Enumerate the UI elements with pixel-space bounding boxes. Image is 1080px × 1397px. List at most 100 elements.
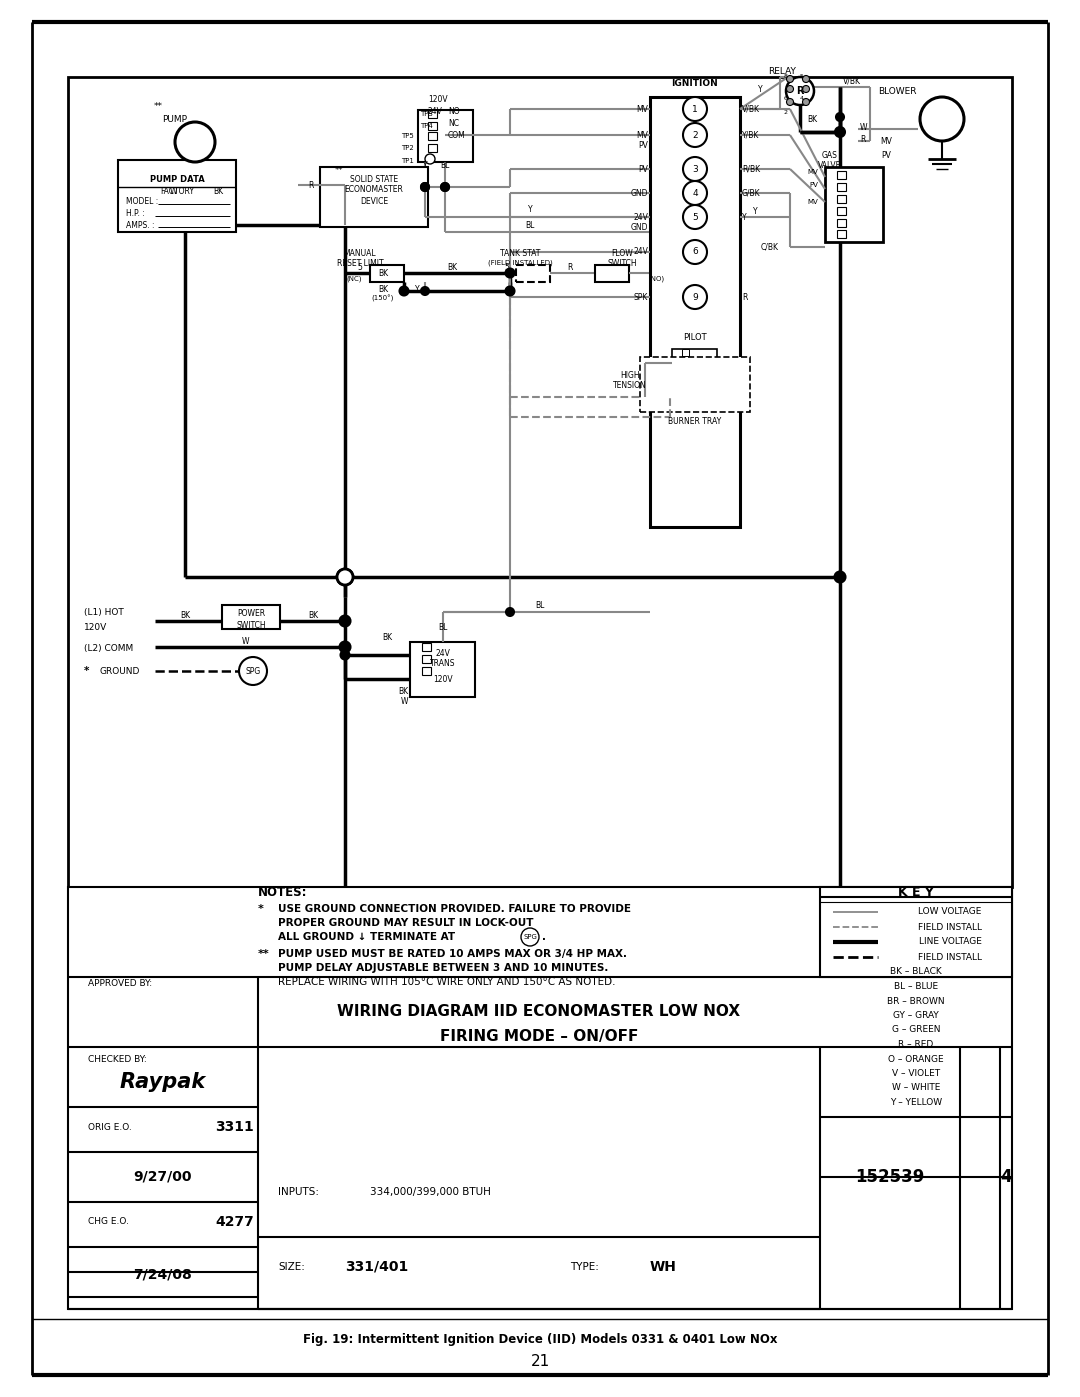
Circle shape bbox=[507, 286, 514, 295]
Text: BK: BK bbox=[378, 285, 388, 293]
Text: ALL GROUND ↓ TERMINATE AT: ALL GROUND ↓ TERMINATE AT bbox=[278, 932, 455, 942]
Circle shape bbox=[683, 96, 707, 122]
Text: (NO): (NO) bbox=[648, 275, 664, 282]
Bar bbox=[837, 219, 846, 226]
Bar bbox=[370, 265, 404, 282]
Text: G – GREEN: G – GREEN bbox=[892, 1025, 941, 1035]
Text: Y: Y bbox=[415, 285, 420, 293]
Text: BL: BL bbox=[525, 221, 535, 229]
Text: TRANS: TRANS bbox=[430, 659, 456, 669]
Bar bbox=[428, 110, 437, 117]
Text: **: ** bbox=[258, 949, 270, 958]
Text: 4: 4 bbox=[692, 189, 698, 197]
Text: LOW VOLTAGE: LOW VOLTAGE bbox=[918, 908, 982, 916]
Text: W – WHITE: W – WHITE bbox=[892, 1084, 941, 1092]
Text: (L1) HOT: (L1) HOT bbox=[84, 609, 124, 617]
Text: AMPS. :: AMPS. : bbox=[126, 221, 154, 229]
Text: RELAY: RELAY bbox=[768, 67, 796, 77]
Text: Y: Y bbox=[742, 212, 746, 222]
Text: (L2) COMM: (L2) COMM bbox=[84, 644, 133, 654]
Text: DEVICE: DEVICE bbox=[360, 197, 388, 205]
Circle shape bbox=[340, 651, 350, 659]
Text: R: R bbox=[861, 134, 866, 144]
Bar bbox=[595, 265, 629, 282]
Text: MODEL :: MODEL : bbox=[126, 197, 159, 207]
Bar bbox=[428, 122, 437, 130]
Text: 4: 4 bbox=[1000, 1168, 1012, 1186]
Text: Y: Y bbox=[422, 161, 428, 169]
Text: PUMP: PUMP bbox=[162, 115, 187, 123]
Text: 8: 8 bbox=[784, 74, 788, 80]
Text: Raypak: Raypak bbox=[120, 1071, 206, 1092]
Text: 24V: 24V bbox=[428, 106, 443, 116]
Text: **: ** bbox=[335, 166, 343, 176]
Circle shape bbox=[421, 286, 429, 295]
Text: POWER: POWER bbox=[237, 609, 265, 619]
Text: FIELD INSTALL: FIELD INSTALL bbox=[918, 953, 982, 961]
Bar bbox=[825, 168, 883, 242]
Circle shape bbox=[683, 123, 707, 147]
Text: INPUTS:: INPUTS: bbox=[278, 1187, 319, 1197]
Text: SIZE:: SIZE: bbox=[278, 1261, 305, 1273]
Text: BK – BLACK: BK – BLACK bbox=[890, 968, 942, 977]
Text: REPLACE WIRING WITH 105°C WIRE ONLY AND 150°C AS NOTED.: REPLACE WIRING WITH 105°C WIRE ONLY AND … bbox=[278, 977, 616, 988]
Text: IGNITION: IGNITION bbox=[672, 80, 718, 88]
Text: BL: BL bbox=[438, 623, 448, 631]
Text: ECONOMASTER: ECONOMASTER bbox=[345, 186, 404, 194]
Text: V/BK: V/BK bbox=[742, 105, 760, 113]
Text: CHECKED BY:: CHECKED BY: bbox=[87, 1056, 147, 1065]
Text: PV: PV bbox=[638, 141, 648, 149]
Text: 5: 5 bbox=[357, 264, 362, 272]
Text: PV: PV bbox=[809, 182, 818, 189]
Text: USE GROUND CONNECTION PROVIDED. FAILURE TO PROVIDE: USE GROUND CONNECTION PROVIDED. FAILURE … bbox=[278, 904, 631, 914]
Text: 2: 2 bbox=[692, 130, 698, 140]
Bar bbox=[820, 887, 1012, 977]
Text: VALVE: VALVE bbox=[819, 161, 841, 169]
Text: BK: BK bbox=[447, 263, 457, 271]
Text: NO: NO bbox=[448, 108, 460, 116]
Bar bbox=[516, 265, 550, 282]
Circle shape bbox=[683, 240, 707, 264]
Circle shape bbox=[521, 928, 539, 946]
Text: R – RED: R – RED bbox=[899, 1039, 933, 1049]
Text: RESET LIMIT: RESET LIMIT bbox=[337, 258, 383, 267]
Text: R/BK: R/BK bbox=[742, 165, 760, 173]
Text: FIELD INSTALL: FIELD INSTALL bbox=[918, 922, 982, 932]
Circle shape bbox=[835, 127, 845, 137]
Text: BR – BROWN: BR – BROWN bbox=[887, 996, 945, 1006]
Text: LINE VOLTAGE: LINE VOLTAGE bbox=[919, 937, 982, 947]
Text: 5: 5 bbox=[504, 264, 509, 272]
Text: W: W bbox=[401, 697, 408, 707]
Circle shape bbox=[400, 286, 408, 296]
Text: ORIG E.O.: ORIG E.O. bbox=[87, 1123, 132, 1132]
Text: 1: 1 bbox=[692, 105, 698, 113]
Text: COM: COM bbox=[448, 131, 465, 141]
Text: GND: GND bbox=[631, 222, 648, 232]
Text: 2: 2 bbox=[784, 109, 788, 115]
Circle shape bbox=[802, 75, 810, 82]
Text: MV: MV bbox=[807, 169, 818, 175]
Text: SOLID STATE: SOLID STATE bbox=[350, 175, 399, 183]
Circle shape bbox=[786, 99, 794, 106]
Text: TP1: TP1 bbox=[401, 158, 414, 163]
Text: CHG E.O.: CHG E.O. bbox=[87, 1218, 129, 1227]
Bar bbox=[650, 96, 740, 527]
Text: 4: 4 bbox=[800, 96, 804, 102]
Text: GY – GRAY: GY – GRAY bbox=[893, 1011, 939, 1020]
Circle shape bbox=[239, 657, 267, 685]
Text: MV: MV bbox=[636, 130, 648, 140]
Text: 5: 5 bbox=[800, 74, 804, 80]
Text: V – VIOLET: V – VIOLET bbox=[892, 1069, 940, 1078]
Text: R: R bbox=[567, 263, 572, 271]
Circle shape bbox=[337, 569, 353, 585]
Text: SPG: SPG bbox=[245, 666, 260, 676]
Circle shape bbox=[920, 96, 964, 141]
Text: PUMP DATA: PUMP DATA bbox=[150, 176, 204, 184]
Bar bbox=[428, 144, 437, 152]
Text: TP4: TP4 bbox=[420, 123, 433, 129]
Text: SPG: SPG bbox=[523, 935, 537, 940]
Bar bbox=[837, 231, 846, 237]
Bar bbox=[681, 358, 689, 365]
Text: PILOT: PILOT bbox=[684, 332, 706, 341]
Text: MANUAL: MANUAL bbox=[343, 250, 376, 258]
